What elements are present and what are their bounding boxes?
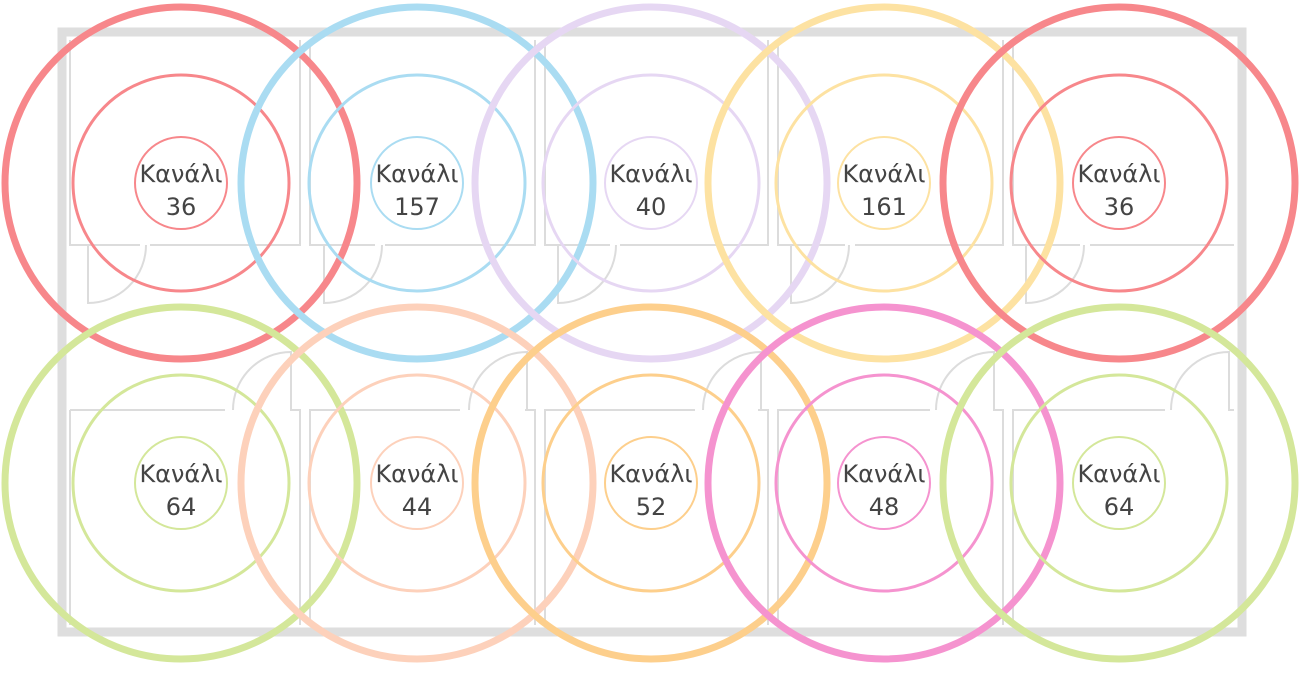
channel-number: 161	[861, 193, 907, 221]
channel-number: 52	[636, 493, 667, 521]
access-point	[134, 136, 228, 230]
outer-range	[1, 303, 361, 663]
channel-number: 36	[1104, 193, 1135, 221]
mid-range	[774, 373, 994, 593]
channel-label: Κανάλι	[842, 160, 925, 188]
outer-range	[704, 303, 1064, 663]
access-point	[604, 436, 698, 530]
channel-label: Κανάλι	[609, 460, 692, 488]
access-point	[1072, 136, 1166, 230]
door	[232, 350, 292, 411]
outer-range	[237, 3, 597, 363]
channel-number: 40	[636, 193, 667, 221]
channel-number: 157	[394, 193, 440, 221]
door	[935, 350, 995, 411]
mid-range	[307, 373, 527, 593]
channel-label: Κανάλι	[609, 160, 692, 188]
outer-range	[939, 303, 1299, 663]
channel-number: 44	[402, 493, 433, 521]
channel-label: Κανάλι	[375, 160, 458, 188]
top-room-walls	[69, 40, 1234, 246]
access-point	[837, 136, 931, 230]
door	[790, 244, 850, 305]
channel-number: 36	[166, 193, 197, 221]
doors	[87, 244, 1230, 411]
mid-range	[1009, 373, 1229, 593]
door	[323, 244, 383, 305]
door	[1025, 244, 1085, 305]
access-point	[134, 436, 228, 530]
walls	[57, 27, 1247, 637]
channel-label: Κανάλι	[139, 160, 222, 188]
mid-range	[307, 73, 527, 293]
access-point	[604, 136, 698, 230]
channel-label: Κανάλι	[842, 460, 925, 488]
door	[557, 244, 617, 305]
outer-range	[704, 3, 1064, 363]
access-point	[370, 436, 464, 530]
mid-range	[541, 73, 761, 293]
channel-number: 48	[869, 493, 900, 521]
channel-label: Κανάλι	[1077, 160, 1160, 188]
channel-label: Κανάλι	[1077, 460, 1160, 488]
channel-number: 64	[166, 493, 197, 521]
channel-label: Κανάλι	[375, 460, 458, 488]
outer-wall	[57, 27, 1247, 637]
mid-range	[541, 373, 761, 593]
outer-range	[939, 3, 1299, 363]
coverage: Κανάλι 36 Κανάλι 157 Κανάλι 40 Κανάλι 161 Κανάλι…	[1, 3, 1299, 663]
door	[1170, 350, 1230, 411]
access-point	[370, 136, 464, 230]
door	[87, 244, 147, 305]
channel-label: Κανάλι	[139, 460, 222, 488]
mid-range	[71, 73, 291, 293]
outer-range	[471, 3, 831, 363]
bottom-room-walls	[69, 409, 1234, 625]
access-point	[837, 436, 931, 530]
outer-range	[237, 303, 597, 663]
mid-range	[774, 73, 994, 293]
outer-range	[1, 3, 361, 363]
door	[702, 350, 762, 411]
access-point	[1072, 436, 1166, 530]
outer-range	[471, 303, 831, 663]
mid-range	[1009, 73, 1229, 293]
channel-number: 64	[1104, 493, 1135, 521]
door	[468, 350, 528, 411]
mid-range	[71, 373, 291, 593]
